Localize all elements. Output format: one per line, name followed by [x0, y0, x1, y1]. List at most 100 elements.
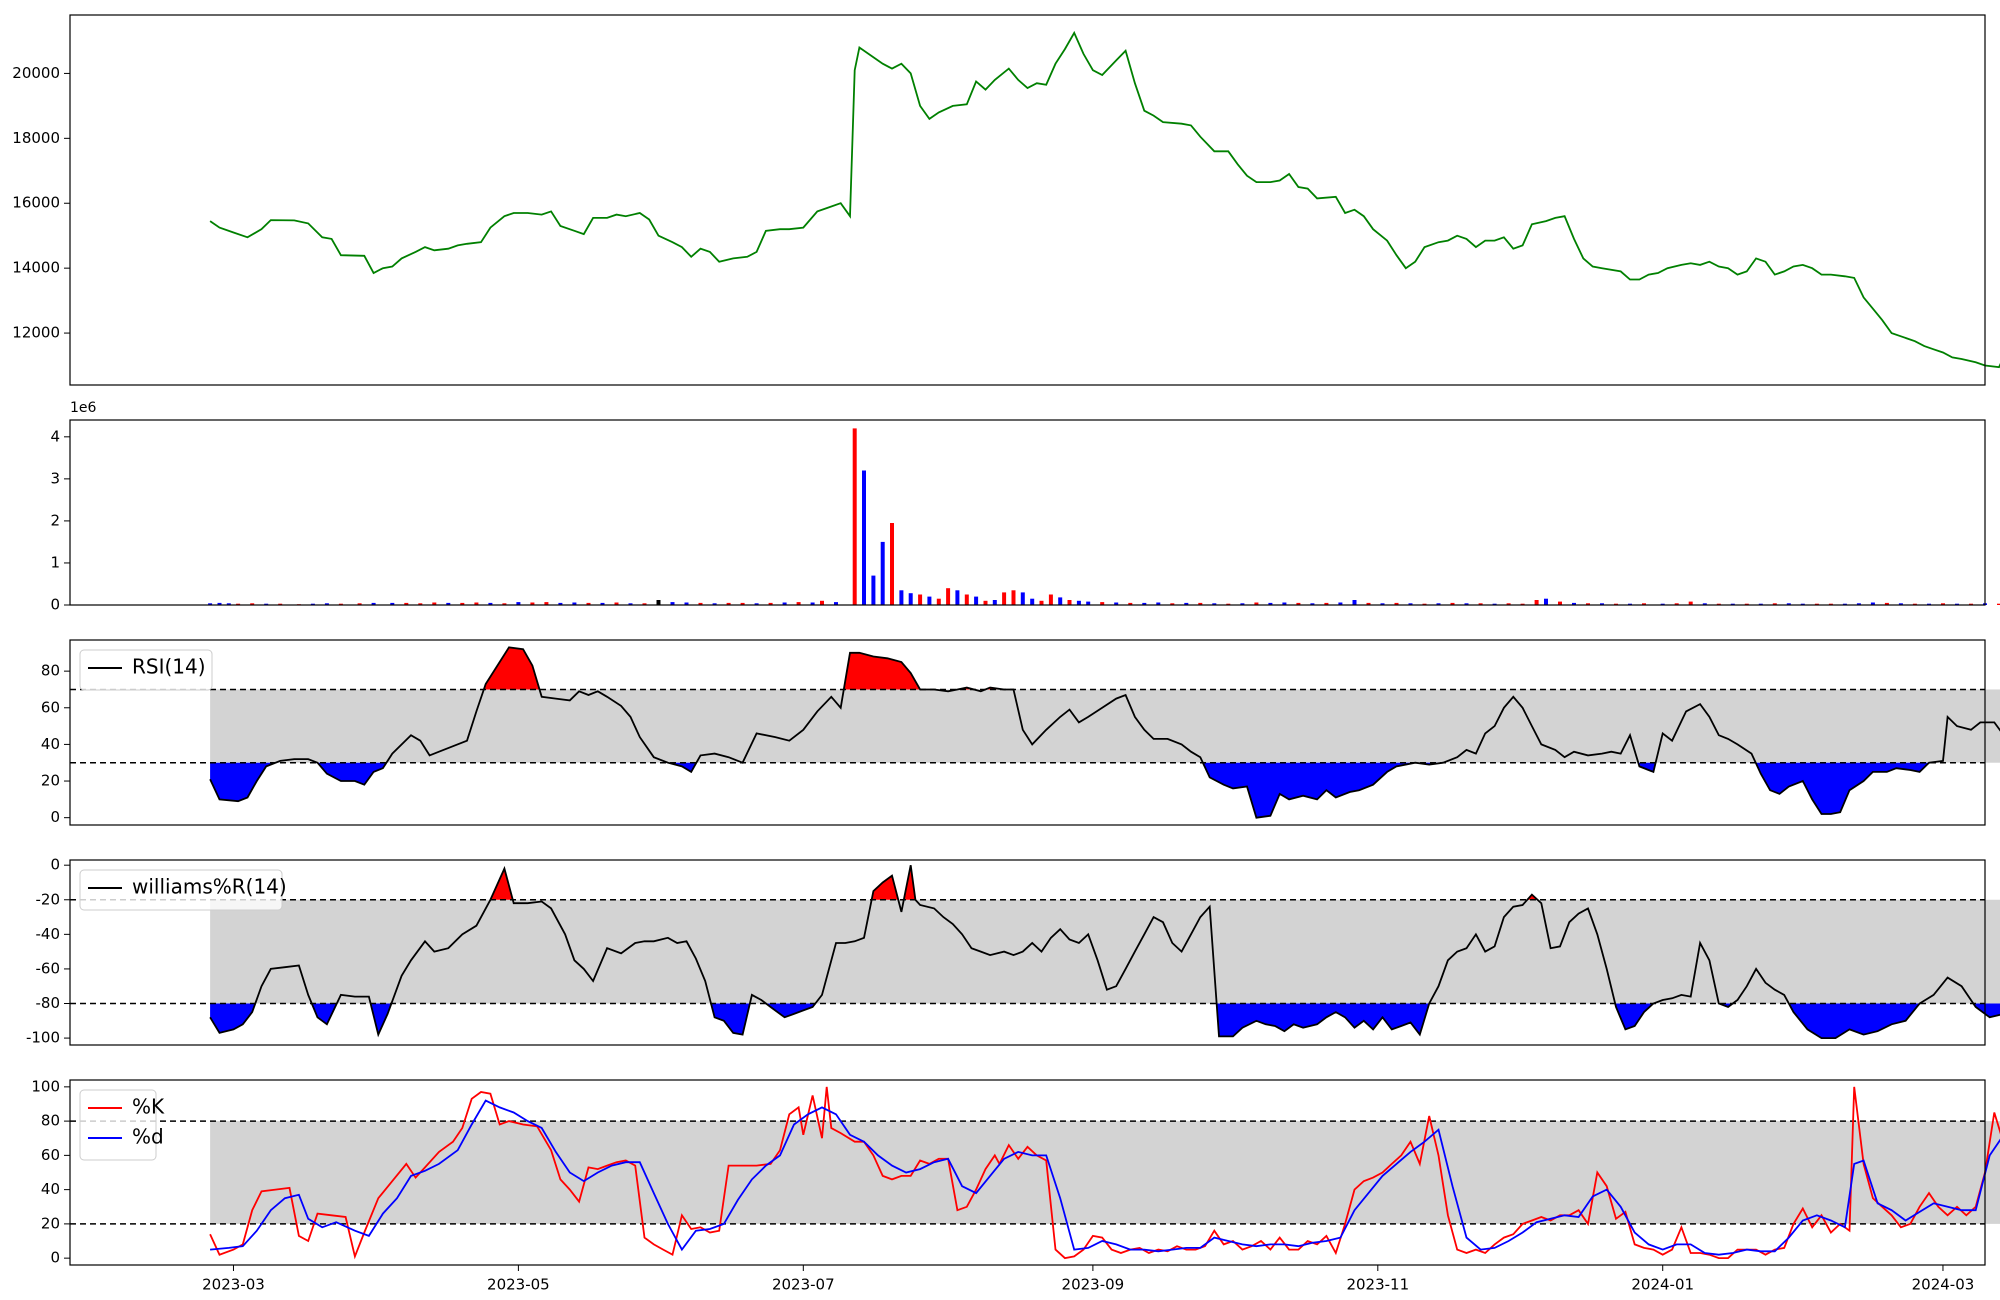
- volume-bar: [712, 603, 717, 605]
- volume-bar: [1067, 600, 1072, 605]
- y-tick-label: 2: [50, 511, 60, 529]
- volume-bar: [1352, 600, 1357, 605]
- axes-frame: [69, 1079, 1986, 1266]
- axes-frame: [69, 14, 1986, 386]
- volume-bar: [1086, 601, 1091, 605]
- volume-bar: [1642, 603, 1646, 605]
- volume-bar: [927, 596, 932, 605]
- oversold-fill: [210, 762, 276, 802]
- y-tick-label: 14000: [12, 259, 60, 277]
- neutral-band: [210, 899, 2000, 1004]
- volume-bar: [684, 602, 689, 605]
- volume-bar: [1268, 602, 1273, 605]
- volume-bar: [862, 470, 866, 605]
- volume-bar: [1730, 603, 1735, 605]
- y-tick-label: 3: [50, 469, 60, 487]
- y-tick-label: -20: [36, 890, 61, 908]
- volume-bar: [1955, 603, 1959, 605]
- volume-bar: [834, 602, 838, 605]
- volume-bar: [1702, 603, 1707, 605]
- volume-bar: [1450, 602, 1455, 605]
- volume-bar: [1142, 602, 1147, 605]
- volume-bar: [446, 602, 451, 605]
- overbought-fill: [903, 865, 916, 900]
- volume-bar: [754, 603, 759, 605]
- axes-frame: [69, 859, 1986, 1046]
- volume-bar: [558, 602, 563, 605]
- volume-bar: [992, 600, 997, 605]
- volume-bar: [1436, 603, 1441, 605]
- overbought-fill: [490, 868, 513, 900]
- y-tick-label: 18000: [12, 129, 60, 147]
- oversold-fill: [1788, 1003, 1920, 1039]
- volume-bar: [1011, 590, 1016, 605]
- volume-bar: [1254, 602, 1259, 605]
- volume-bar: [1614, 603, 1618, 605]
- volume-bar: [264, 603, 269, 605]
- volume-bar: [1927, 603, 1931, 605]
- volume-bar: [1800, 603, 1805, 605]
- legend-label: RSI(14): [132, 655, 206, 679]
- volume-bar: [1814, 603, 1819, 605]
- y-tick-label: 0: [50, 596, 60, 614]
- y-offset-label: 1e6: [70, 400, 97, 416]
- volume-bar: [460, 602, 465, 605]
- volume-bar: [1828, 603, 1833, 605]
- volume-bar: [1156, 602, 1161, 605]
- volume-bar: [1464, 603, 1469, 605]
- volume-bar: [1898, 603, 1903, 605]
- y-tick-label: 100: [31, 1077, 60, 1095]
- oversold-fill: [1216, 1003, 1430, 1037]
- oversold-fill: [711, 1003, 750, 1035]
- volume-bar: [890, 523, 894, 605]
- legend-box: [79, 649, 213, 691]
- volume-bar: [1394, 602, 1399, 605]
- legend-label: %d: [132, 1125, 164, 1149]
- rsi-panel: 0 20 40 60 80 RSI(14): [41, 639, 2000, 826]
- volume-bar: [1184, 602, 1189, 605]
- volume-bar: [1039, 600, 1044, 605]
- y-tick-label: 20: [41, 772, 60, 790]
- y-tick-label: 16000: [12, 194, 60, 212]
- volume-bar: [338, 603, 343, 605]
- y-tick-label: 12000: [12, 324, 60, 342]
- legend-label: %K: [132, 1095, 165, 1119]
- axes-frame: [69, 639, 1986, 826]
- y-tick-label: 40: [41, 735, 60, 753]
- y-tick-label: 80: [41, 662, 60, 680]
- y-tick-label: 0: [50, 1249, 60, 1267]
- volume-bar: [1558, 601, 1562, 605]
- volume-bar: [530, 602, 535, 605]
- volume-bar: [1296, 602, 1301, 605]
- volume-bar: [1534, 600, 1539, 605]
- volume-bar: [1128, 602, 1133, 605]
- y-tick-label: -80: [36, 994, 61, 1012]
- oversold-fill: [370, 1003, 392, 1035]
- volume-bar: [516, 602, 521, 605]
- oversold-fill: [1638, 762, 1656, 772]
- volume-bar: [698, 602, 703, 605]
- neutral-band: [210, 689, 2000, 763]
- volume-bar: [614, 602, 619, 605]
- volume-bar: [371, 602, 376, 605]
- volume-bar: [656, 600, 661, 605]
- volume-bar: [324, 603, 329, 605]
- volume-bar: [642, 603, 647, 605]
- volume-bar: [1941, 603, 1945, 605]
- oversold-fill: [210, 1003, 256, 1033]
- neutral-band: [210, 1121, 2000, 1224]
- volume-bar: [418, 603, 423, 605]
- oversold-fill: [765, 1003, 816, 1018]
- volume-bar: [1338, 602, 1343, 605]
- volume-bar: [1600, 603, 1604, 605]
- volume-bar: [740, 602, 745, 605]
- oversold-fill: [1615, 1003, 1654, 1030]
- volume-bar: [390, 602, 395, 605]
- oversold-fill: [667, 762, 697, 772]
- volume-bar: [871, 575, 876, 605]
- y-tick-label: -100: [26, 1029, 60, 1047]
- oversold-fill: [1202, 762, 1416, 818]
- volume-bar: [964, 594, 969, 605]
- volume-bar: [1744, 603, 1749, 605]
